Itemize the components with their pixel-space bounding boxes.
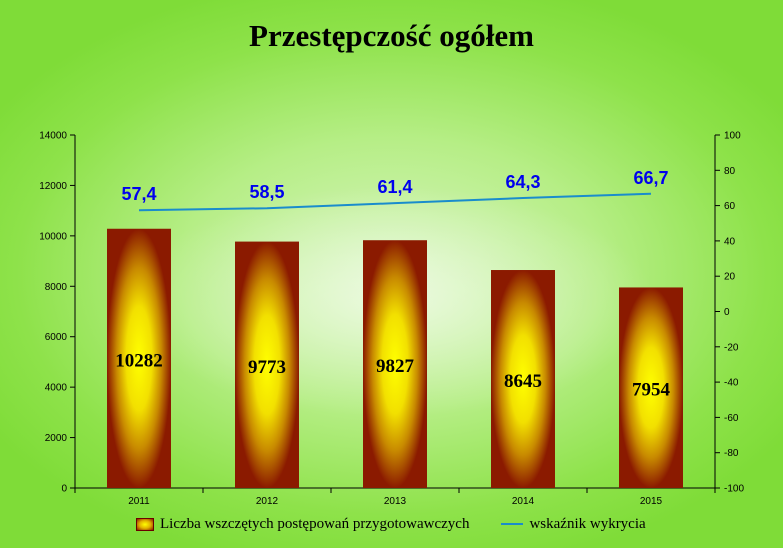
bar xyxy=(619,287,683,488)
line-data-label: 66,7 xyxy=(633,168,668,188)
y-right-tick-label: 60 xyxy=(724,201,736,212)
line-data-label: 58,5 xyxy=(249,182,284,202)
legend-label-line: wskaźnik wykrycia xyxy=(529,515,646,532)
line-series xyxy=(138,192,652,212)
x-tick-label: 2012 xyxy=(256,496,279,507)
legend-item-line: wskaźnik wykrycia xyxy=(469,515,646,533)
legend-swatch-bars xyxy=(136,517,154,531)
y-right-tick-label: 0 xyxy=(724,307,730,318)
chart-title: Przestępczość ogółem xyxy=(249,18,534,53)
y-right-tick-label: 20 xyxy=(724,272,736,283)
bar xyxy=(363,240,427,488)
bar-data-label: 8645 xyxy=(504,371,542,392)
legend-item-bars: Liczba wszczętych postępowań przygotowaw… xyxy=(136,516,469,533)
y-right-tick-label: -100 xyxy=(724,484,744,495)
line-data-label: 64,3 xyxy=(505,172,540,192)
bar-data-label: 9773 xyxy=(248,357,286,378)
legend-swatch-line xyxy=(501,523,524,525)
y-right-tick-label: -40 xyxy=(724,378,739,389)
y-right-tick-label: 40 xyxy=(724,236,736,247)
line-data-label: 61,4 xyxy=(377,177,412,197)
bar xyxy=(107,228,171,489)
x-tick-label: 2015 xyxy=(640,496,663,507)
y-left-tick-label: 14000 xyxy=(39,131,67,142)
y-right-tick-label: -80 xyxy=(724,448,739,459)
x-tick-label: 2011 xyxy=(128,496,150,507)
bar-data-label: 9827 xyxy=(376,356,415,377)
y-left-tick-label: 4000 xyxy=(45,383,68,394)
y-left-tick-label: 8000 xyxy=(45,282,68,293)
line-data-label: 57,4 xyxy=(121,184,156,204)
y-left-tick-label: 6000 xyxy=(45,332,68,343)
y-right-tick-label: -20 xyxy=(724,342,739,353)
y-left-tick-label: 0 xyxy=(61,484,67,495)
bar-data-label: 7954 xyxy=(632,380,671,401)
y-right-tick-label: -60 xyxy=(724,413,739,424)
y-right-tick-label: 80 xyxy=(724,166,736,177)
y-left-tick-label: 12000 xyxy=(39,181,67,192)
y-left-tick-label: 10000 xyxy=(39,231,67,242)
y-right-tick-label: 100 xyxy=(724,131,741,142)
bar-data-label: 10282 xyxy=(115,350,163,371)
x-tick-label: 2013 xyxy=(384,496,407,507)
x-tick-label: 2014 xyxy=(512,496,535,507)
bar xyxy=(235,241,299,488)
bar xyxy=(491,270,555,488)
legend-label-bars: Liczba wszczętych postępowań przygotowaw… xyxy=(160,515,470,532)
chart-legend: Liczba wszczętych postępowań przygotowaw… xyxy=(136,514,646,534)
y-left-tick-label: 2000 xyxy=(45,433,68,444)
